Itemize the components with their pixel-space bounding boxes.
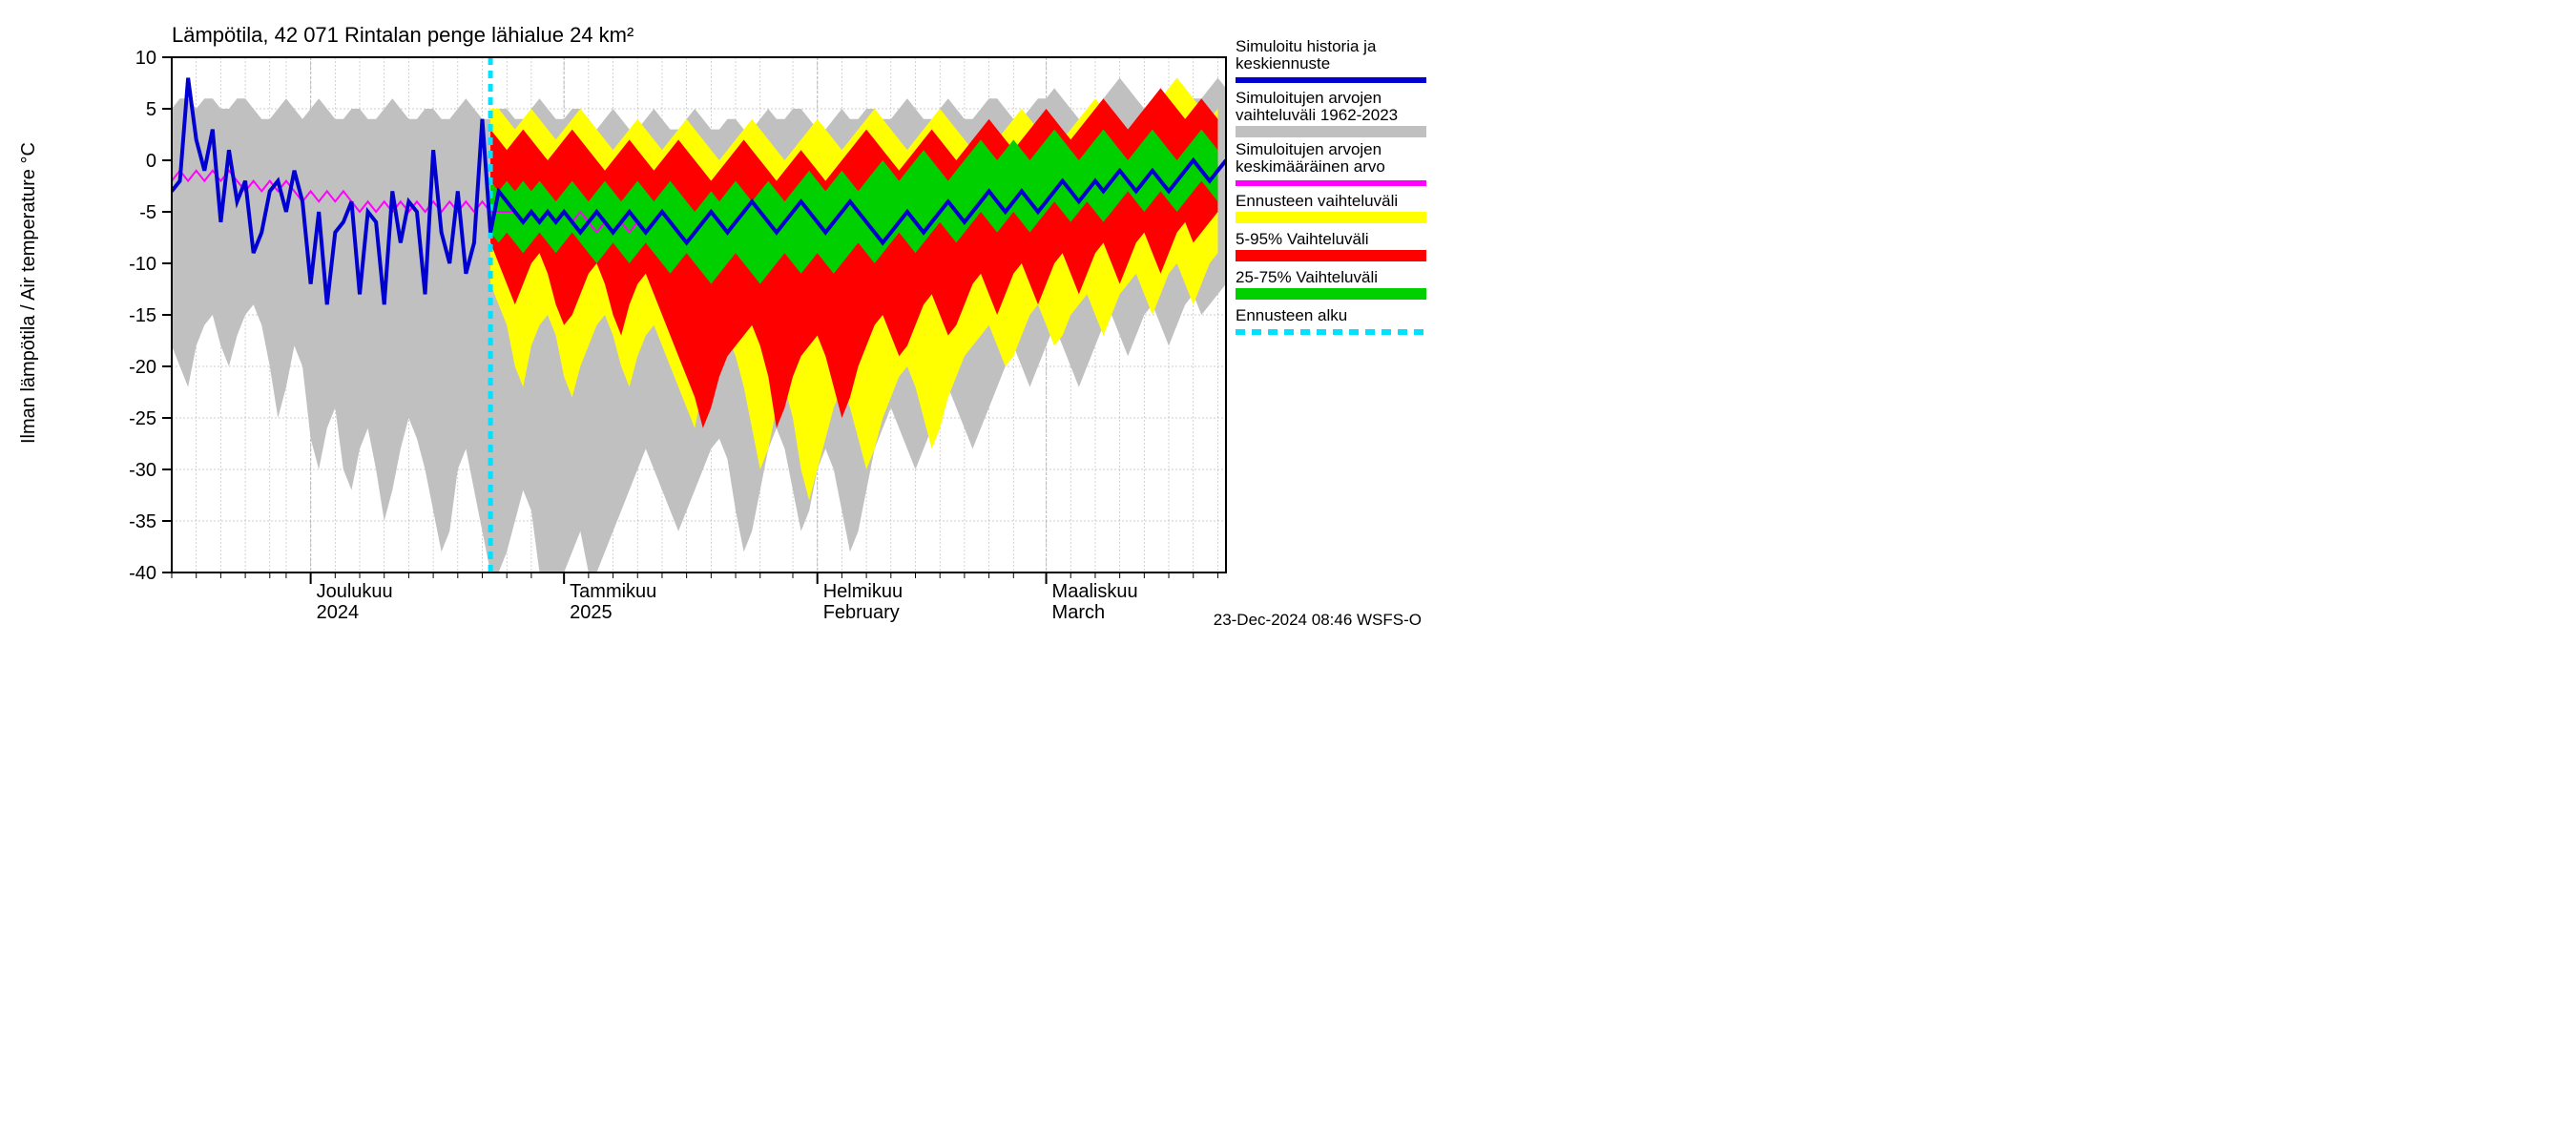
x-year-label: 2024: [317, 602, 360, 623]
chart-svg: -40 -35 -30 -25 -20 -15 -10 -5 0 5 10 Joulukuu2024 T…: [0, 0, 1431, 636]
chart-footer: 23-Dec-2024 08:46 WSFS-O: [1214, 611, 1422, 629]
legend-swatch: [1236, 126, 1426, 137]
legend-swatch: [1236, 77, 1426, 83]
legend-swatch: [1236, 212, 1426, 223]
y-tick-label: 10: [135, 48, 156, 69]
legend-label: Simuloitu historia ja: [1236, 37, 1377, 55]
y-tick-label: 5: [146, 99, 156, 120]
chart-title: Lämpötila, 42 071 Rintalan penge lähialu…: [172, 23, 634, 47]
x-year-label: 2025: [570, 602, 613, 623]
y-tick-label: 0: [146, 151, 156, 172]
x-month-label: Helmikuu: [823, 581, 903, 602]
legend-label: 5-95% Vaihteluväli: [1236, 230, 1369, 248]
y-tick-label: -15: [129, 305, 156, 326]
y-tick-label: -40: [129, 563, 156, 584]
x-year-label: March: [1052, 602, 1106, 623]
legend-swatch: [1236, 288, 1426, 300]
x-month-label: Maaliskuu: [1052, 581, 1138, 602]
y-tick-label: -5: [139, 202, 156, 223]
x-year-label: February: [823, 602, 900, 623]
legend-label: keskimääräinen arvo: [1236, 157, 1385, 176]
y-tick-label: -25: [129, 408, 156, 429]
x-month-label: Tammikuu: [570, 581, 656, 602]
y-tick-label: -10: [129, 254, 156, 275]
legend-label: Ennusteen vaihteluväli: [1236, 192, 1398, 210]
legend-label: Ennusteen alku: [1236, 306, 1347, 324]
x-month-label: Joulukuu: [317, 581, 393, 602]
legend-label: keskiennuste: [1236, 54, 1330, 73]
legend-label: vaihteluväli 1962-2023: [1236, 106, 1398, 124]
legend-label: Simuloitujen arvojen: [1236, 140, 1381, 158]
chart-container: { "chart": { "type": "area-line", "title…: [0, 0, 1431, 636]
y-tick-label: -30: [129, 460, 156, 481]
legend-label: Simuloitujen arvojen: [1236, 89, 1381, 107]
y-tick-label: -35: [129, 511, 156, 532]
legend-swatch: [1236, 250, 1426, 261]
legend-label: 25-75% Vaihteluväli: [1236, 268, 1378, 286]
y-axis-label: Ilman lämpötila / Air temperature °C: [18, 142, 39, 444]
legend-swatch: [1236, 180, 1426, 186]
y-tick-label: -20: [129, 357, 156, 378]
